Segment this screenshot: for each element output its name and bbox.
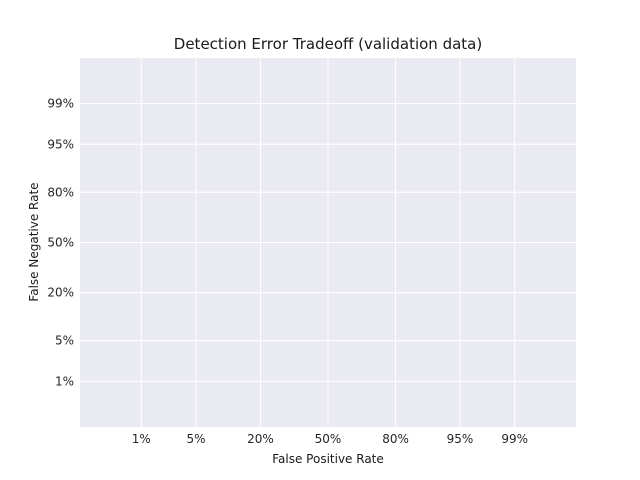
x-tick-label: 5% bbox=[186, 432, 205, 446]
x-tick-label: 50% bbox=[315, 432, 342, 446]
grid-lines bbox=[80, 58, 576, 427]
y-axis-ticks: 1% 5% 20% 50% 80% 95% 99% bbox=[47, 97, 74, 389]
y-tick-label: 20% bbox=[47, 286, 74, 300]
x-tick-label: 99% bbox=[501, 432, 528, 446]
y-tick-label: 50% bbox=[47, 236, 74, 250]
y-tick-label: 80% bbox=[47, 185, 74, 199]
y-tick-label: 1% bbox=[55, 374, 74, 388]
x-tick-label: 95% bbox=[447, 432, 474, 446]
y-tick-label: 99% bbox=[47, 97, 74, 111]
y-tick-label: 95% bbox=[47, 137, 74, 151]
x-axis-ticks: 1% 5% 20% 50% 80% 95% 99% bbox=[132, 432, 528, 446]
x-axis-label: False Positive Rate bbox=[272, 452, 384, 466]
x-tick-label: 80% bbox=[382, 432, 409, 446]
y-axis-label: False Negative Rate bbox=[27, 182, 41, 301]
x-tick-label: 1% bbox=[132, 432, 151, 446]
chart-title: Detection Error Tradeoff (validation dat… bbox=[174, 35, 482, 53]
x-tick-label: 20% bbox=[247, 432, 274, 446]
y-tick-label: 5% bbox=[55, 334, 74, 348]
